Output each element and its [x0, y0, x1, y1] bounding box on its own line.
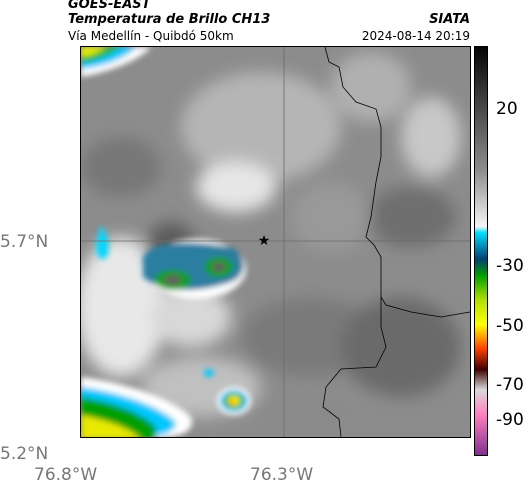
map-canvas: ★ [81, 47, 470, 437]
colorbar-label-minus50: -50 [496, 316, 524, 336]
lat-tick-5.7: 5.7°N [0, 232, 49, 252]
colorbar-label-minus30: -30 [496, 256, 524, 276]
cold-cloud-tops [81, 47, 251, 437]
datetime-label: 2024-08-14 20:19 [361, 29, 470, 43]
satellite-map[interactable]: ★ [80, 46, 471, 438]
lon-tick-76.8: 76.8°W [34, 465, 98, 485]
star-icon[interactable]: ★ [258, 233, 271, 249]
lat-tick-5.2: 5.2°N [0, 444, 49, 464]
lon-tick-76.3: 76.3°W [250, 465, 314, 485]
agency-title: GOES-EAST [68, 0, 151, 12]
colorbar-gradient [475, 47, 487, 455]
boundary-line [322, 297, 387, 437]
boundary-line [324, 47, 470, 318]
colorbar-label-20: 20 [496, 99, 518, 119]
colorbar-label-minus90: -90 [496, 410, 524, 430]
organization-label: SIATA [429, 12, 470, 27]
colorbar [474, 46, 488, 456]
product-title: Temperatura de Brillo CH13 [68, 12, 271, 27]
route-label: Vía Medellín - Quibdó 50km [68, 29, 234, 43]
colorbar-label-minus70: -70 [496, 375, 524, 395]
